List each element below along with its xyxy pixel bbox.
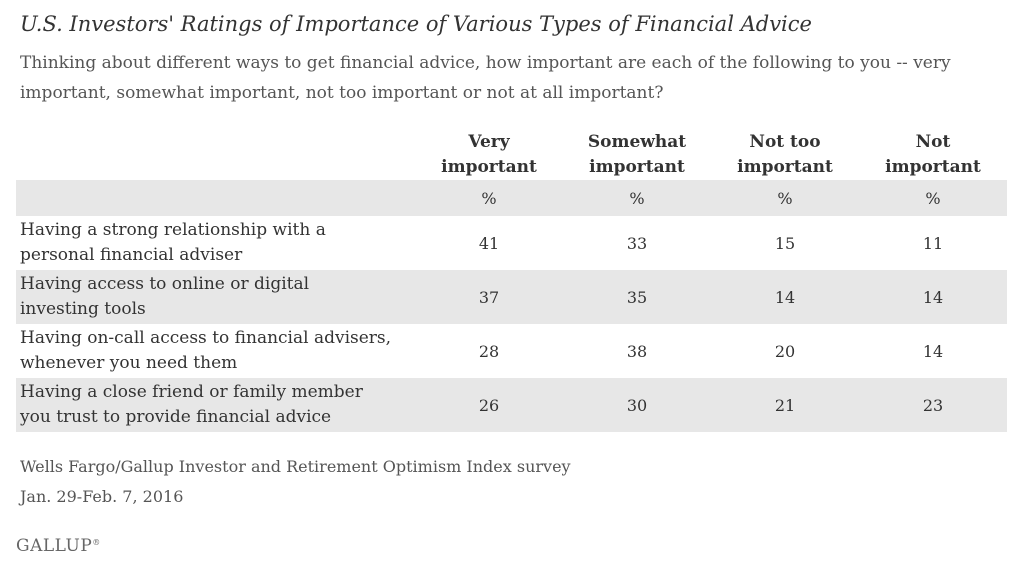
value-cell: 41 <box>478 233 500 253</box>
column-header-somewhat-important: Somewhat important <box>563 124 711 180</box>
source-line: Wells Fargo/Gallup Investor and Retireme… <box>20 457 571 476</box>
column-header-line: Not <box>915 132 951 152</box>
value-cell: 37 <box>415 270 563 324</box>
column-header-not-too-important: Not too important <box>711 124 859 180</box>
registered-mark: ® <box>92 538 101 547</box>
row-label: Having access to online or digital inves… <box>16 270 415 324</box>
row-label-line: you trust to provide financial advice <box>20 407 332 427</box>
row-label: Having a close friend or family member y… <box>16 378 415 432</box>
column-header-row: Very important Somewhat important Not to… <box>16 124 1007 180</box>
unit-row-spacer <box>16 180 415 216</box>
column-header-line: important <box>885 157 981 177</box>
value-cell: 14 <box>859 270 1007 324</box>
unit-cell: % <box>415 180 563 216</box>
row-label-line: Having access to online or digital <box>20 274 310 294</box>
row-label-line: investing tools <box>20 299 146 319</box>
row-label-line: Having a strong relationship with a <box>20 220 326 240</box>
column-header-not-important: Not important <box>859 124 1007 180</box>
row-label: Having a strong relationship with a pers… <box>16 216 415 270</box>
results-table: Very important Somewhat important Not to… <box>16 124 1007 432</box>
value-cell: 33 <box>626 233 648 253</box>
row-label-line: whenever you need them <box>20 353 238 373</box>
chart-subtitle: Thinking about different ways to get fin… <box>20 53 951 103</box>
header-spacer <box>16 124 415 180</box>
source-note: Wells Fargo/Gallup Investor and Retireme… <box>20 452 571 512</box>
column-header-very-important: Very important <box>415 124 563 180</box>
table-row: Having access to online or digital inves… <box>16 270 1007 324</box>
value-cell: 28 <box>478 341 500 361</box>
unit-cell: % <box>859 180 1007 216</box>
row-label: Having on-call access to financial advis… <box>16 324 415 378</box>
table-row: Having a strong relationship with a pers… <box>16 216 1007 270</box>
column-header-line: important <box>737 157 833 177</box>
unit-cell: % <box>563 180 711 216</box>
unit-cell: % <box>711 180 859 216</box>
value-cell: 35 <box>563 270 711 324</box>
column-header-line: Not too <box>749 132 821 152</box>
value-cell: 21 <box>711 378 859 432</box>
gallup-logo: GALLUP® <box>16 536 101 556</box>
value-cell: 30 <box>563 378 711 432</box>
value-cell: 23 <box>859 378 1007 432</box>
row-label-line: personal financial adviser <box>20 245 243 265</box>
value-cell: 11 <box>922 233 944 253</box>
unit-row: % % % % <box>16 180 1007 216</box>
value-cell: 38 <box>626 341 648 361</box>
column-header-line: important <box>441 157 537 177</box>
column-header-line: important <box>589 157 685 177</box>
column-header-line: Very <box>468 132 510 152</box>
table-row: Having a close friend or family member y… <box>16 378 1007 432</box>
column-header-line: Somewhat <box>587 132 687 152</box>
table-row: Having on-call access to financial advis… <box>16 324 1007 378</box>
row-label-line: Having a close friend or family member <box>20 382 363 402</box>
row-label-line: Having on-call access to financial advis… <box>20 328 392 348</box>
value-cell: 26 <box>415 378 563 432</box>
logo-text: GALLUP <box>16 536 93 556</box>
value-cell: 14 <box>711 270 859 324</box>
value-cell: 15 <box>774 233 796 253</box>
source-date: Jan. 29-Feb. 7, 2016 <box>20 487 184 506</box>
value-cell: 20 <box>774 341 796 361</box>
chart-title: U.S. Investors' Ratings of Importance of… <box>20 12 812 36</box>
value-cell: 14 <box>922 341 944 361</box>
